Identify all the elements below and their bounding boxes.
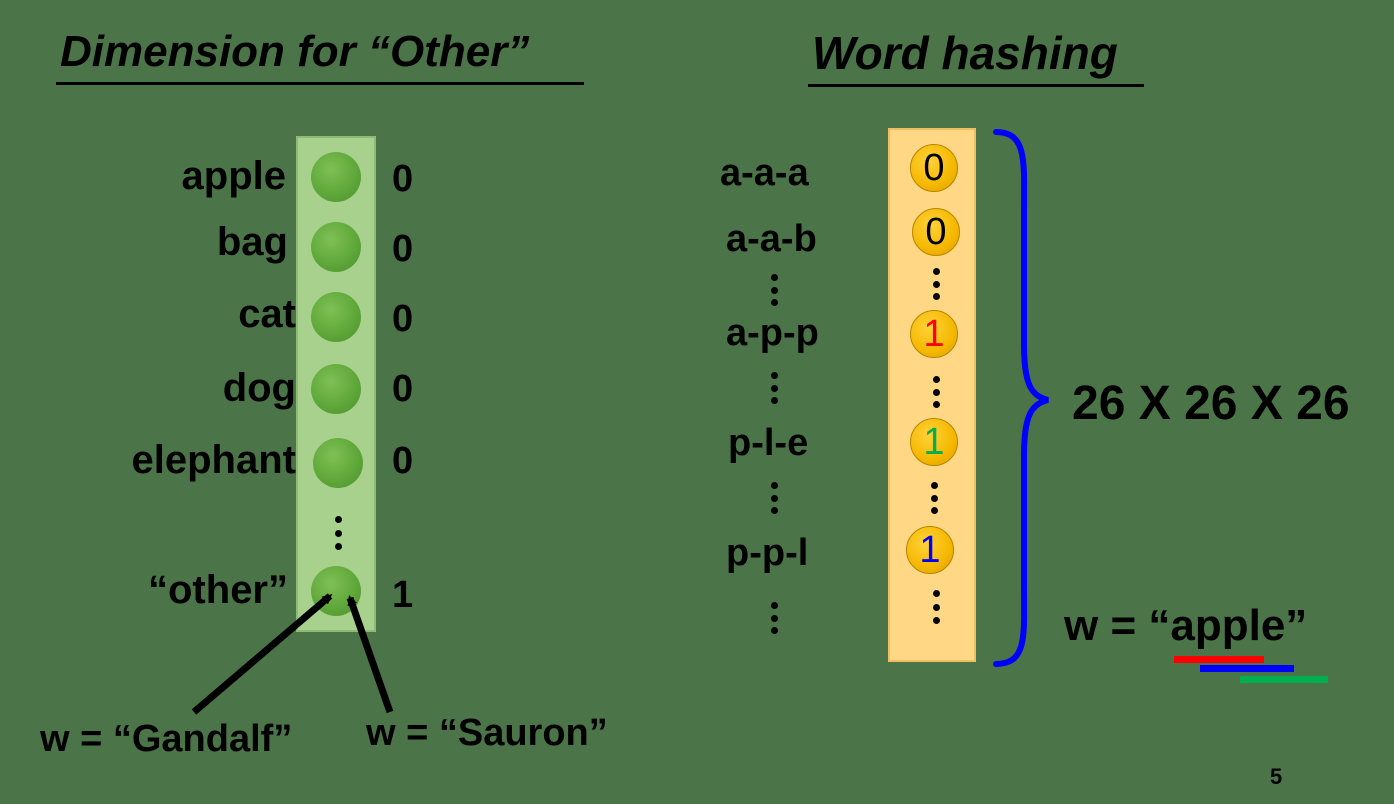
trigram-vector-ellipsis-1	[932, 268, 940, 300]
trigram-label-aab: a-a-b	[726, 218, 817, 260]
trigram-node-aab: 0	[912, 208, 960, 256]
vector-value-elephant: 0	[392, 440, 414, 482]
arrow-gandalf-to-other	[191, 593, 333, 715]
trigram-label-app: a-p-p	[726, 312, 819, 354]
trigram-node-ple: 1	[910, 418, 958, 466]
trigram-node-app: 1	[910, 310, 958, 358]
trigram-label-ppl: p-p-l	[726, 532, 809, 574]
arrow-sauron-to-other	[346, 595, 394, 714]
vector-value-other: 1	[392, 574, 414, 616]
left-title-underline	[56, 82, 584, 85]
vector-node-dog	[311, 364, 361, 414]
trigram-label-aaa: a-a-a	[720, 152, 809, 194]
left-title: Dimension for “Other”	[60, 27, 530, 76]
vector-value-dog: 0	[392, 368, 414, 410]
dimension-label: 26 X 26 X 26	[1072, 377, 1350, 430]
trigram-vector-ellipsis-3	[930, 482, 938, 514]
trigram-vector-ellipsis-2	[932, 376, 940, 408]
vector-node-cat	[311, 292, 361, 342]
underline-green	[1240, 676, 1328, 683]
vector-value-cat: 0	[392, 298, 414, 340]
trigram-node-ppl: 1	[906, 526, 954, 574]
trigram-list-ellipsis-1	[770, 274, 778, 306]
vector-node-apple	[311, 152, 361, 202]
underline-blue	[1200, 665, 1294, 672]
page-number: 5	[1270, 764, 1283, 789]
right-title-underline	[808, 84, 1144, 87]
trigram-list-ellipsis-3	[770, 482, 778, 514]
vector-node-bag	[311, 222, 361, 272]
word-equation: w = “apple”	[1064, 601, 1308, 650]
trigram-vector-ellipsis-4	[932, 590, 940, 624]
vector-value-apple: 0	[392, 158, 414, 200]
vocab-word-cat: cat	[238, 292, 296, 336]
curly-brace	[993, 129, 1049, 667]
label-gandalf: w = “Gandalf”	[40, 718, 293, 760]
vocab-word-apple: apple	[181, 154, 286, 198]
vector-value-bag: 0	[392, 228, 414, 270]
vocab-word-elephant: elephant	[131, 438, 296, 482]
trigram-node-aaa: 0	[910, 144, 958, 192]
vocab-word-other: “other”	[148, 568, 288, 612]
right-title: Word hashing	[812, 27, 1118, 79]
vector-node-elephant	[313, 438, 363, 488]
vocab-word-dog: dog	[222, 366, 296, 410]
vector-ellipsis	[334, 516, 342, 550]
label-sauron: w = “Sauron”	[366, 712, 608, 754]
trigram-list-ellipsis-2	[770, 372, 778, 404]
trigram-label-ple: p-l-e	[728, 422, 809, 464]
vocab-word-bag: bag	[216, 220, 288, 264]
trigram-list-ellipsis-4	[770, 602, 778, 634]
underline-red	[1174, 656, 1264, 663]
